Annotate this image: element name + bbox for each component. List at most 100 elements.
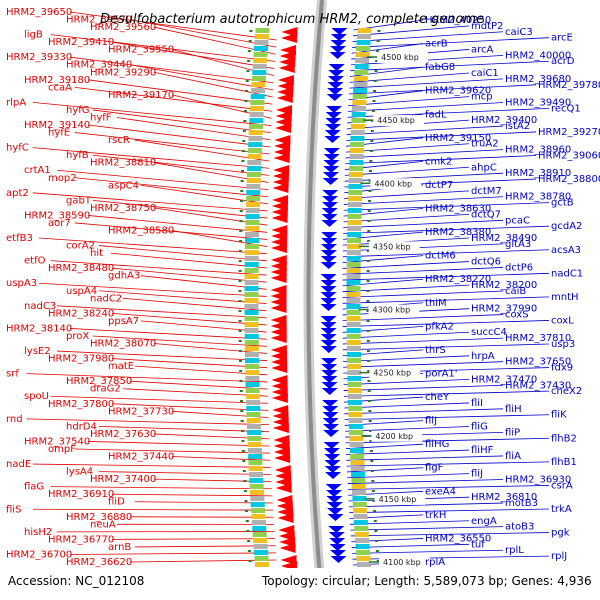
gene-label-left: HRM2_37630: [90, 429, 156, 440]
guide-dash: [370, 130, 374, 132]
reverse-gene-arrow: [327, 82, 344, 89]
feature-block: [244, 256, 259, 261]
gene-label-left: apt2: [6, 188, 29, 199]
feature-block: [244, 310, 259, 315]
feature-block: [244, 334, 259, 339]
reverse-gene-arrow: [322, 406, 339, 413]
reverse-gene-arrow: [320, 292, 337, 299]
connector-line-left: [32, 463, 271, 468]
gene-label-right: dctQ7: [471, 209, 501, 220]
gene-label-right: HRM2_37470: [471, 374, 537, 385]
gene-label-right: HRM2_38380: [425, 227, 491, 238]
gene-label-right: fliJ: [425, 416, 437, 427]
feature-block: [248, 466, 263, 471]
guide-dash: [249, 30, 253, 32]
reverse-gene-arrow: [323, 166, 340, 173]
forward-gene-arrow: [279, 543, 296, 553]
gene-label-right: rplJ: [551, 551, 567, 562]
gene-label-left: HRM2_38240: [48, 308, 114, 319]
feature-block: [244, 352, 259, 357]
feature-block: [347, 226, 362, 231]
connector-line-left: [87, 441, 270, 447]
connector-line-left: [38, 237, 267, 255]
feature-block: [354, 526, 369, 531]
connector-line-right: [347, 102, 504, 112]
guide-dash: [366, 320, 370, 322]
gene-label-left: arnB: [108, 542, 131, 553]
feature-block: [255, 28, 270, 33]
feature-block: [349, 154, 364, 159]
feature-block: [254, 562, 269, 567]
gene-label-left: hyfG: [66, 105, 90, 116]
kbp-tick-label: 4350 kbp: [373, 242, 411, 251]
connector-line-right: [342, 296, 550, 304]
gene-label-right: HRM2_38960: [505, 145, 571, 156]
gene-label-right: HRM2_36810: [471, 492, 537, 503]
gene-label-right: HRM2_38780: [505, 192, 571, 203]
gene-label-right: acrD: [551, 56, 575, 67]
gene-label-left: HRM2_38140: [6, 323, 72, 334]
gene-label-right: HRM2_38800: [538, 174, 600, 185]
gene-label-right: dctQ6: [471, 257, 501, 268]
reverse-gene-arrow: [326, 94, 343, 101]
connector-line-left: [74, 132, 270, 155]
gene-label-right: fabG8: [425, 62, 455, 73]
gene-label-right: gcdA2: [551, 221, 582, 232]
connector-line-right: [342, 290, 504, 298]
reverse-gene-arrow: [320, 304, 337, 311]
connector-line-right: [343, 219, 504, 229]
guide-dash: [241, 450, 245, 452]
feature-block: [251, 88, 266, 93]
gene-label-left: uspA3: [6, 278, 37, 289]
guide-dash: [238, 290, 242, 292]
guide-dash: [366, 350, 370, 352]
guide-dash: [366, 310, 370, 312]
reverse-gene-arrow: [326, 490, 343, 497]
gene-label-right: porA1': [425, 368, 458, 379]
gene-label-right: fadL: [425, 109, 447, 120]
feature-block: [249, 472, 264, 477]
guide-dash: [367, 230, 371, 232]
reverse-gene-arrow: [324, 454, 341, 461]
feature-block: [352, 496, 367, 501]
tick-backdrop: [373, 115, 424, 127]
connector-line-left: [74, 448, 271, 454]
guide-dash: [241, 170, 245, 172]
feature-block: [244, 286, 259, 291]
reverse-gene-arrow: [320, 256, 337, 263]
guide-dash: [242, 470, 246, 472]
gene-label-left: hdrD4: [66, 421, 97, 432]
tick-backdrop: [379, 557, 430, 568]
guide-dash: [248, 40, 252, 42]
connector-line-right: [346, 467, 424, 473]
connector-line-left: [26, 418, 269, 426]
connector-line-right: [346, 449, 470, 455]
reverse-gene-arrow: [330, 550, 347, 557]
connector-line-left: [129, 559, 277, 563]
reverse-gene-arrow: [320, 334, 337, 341]
guide-dash: [242, 140, 246, 142]
feature-block: [355, 538, 370, 543]
connector-line-left: [98, 425, 270, 433]
guide-dash: [368, 400, 371, 402]
gene-label-right: HRM2_40250: [425, 15, 491, 26]
gene-label-right: flhB2: [551, 433, 577, 444]
feature-block: [347, 394, 362, 399]
feature-block: [244, 292, 259, 297]
guide-dash: [241, 150, 245, 152]
feature-block: [244, 346, 259, 351]
gene-label-left: neuA: [90, 519, 116, 530]
connector-line-right: [342, 314, 504, 322]
feature-block: [347, 358, 362, 363]
gene-label-right: pcaC: [505, 215, 530, 226]
gene-label-right: HRM2_37990: [471, 304, 537, 315]
gene-label-right: exeA4: [425, 486, 456, 497]
feature-block: [349, 442, 364, 447]
gene-label-right: HRM2_39060: [538, 151, 600, 162]
gene-label-right: fliJ: [471, 469, 483, 480]
connector-line-right: [342, 249, 550, 258]
connector-line-left: [111, 538, 276, 540]
feature-block: [346, 256, 361, 261]
forward-gene-arrow: [273, 153, 290, 163]
guide-dash: [366, 270, 370, 272]
